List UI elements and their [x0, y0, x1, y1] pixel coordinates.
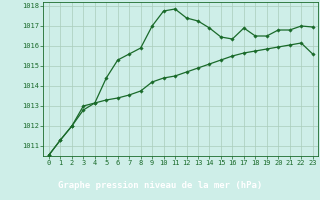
- Text: Graphe pression niveau de la mer (hPa): Graphe pression niveau de la mer (hPa): [58, 180, 262, 190]
